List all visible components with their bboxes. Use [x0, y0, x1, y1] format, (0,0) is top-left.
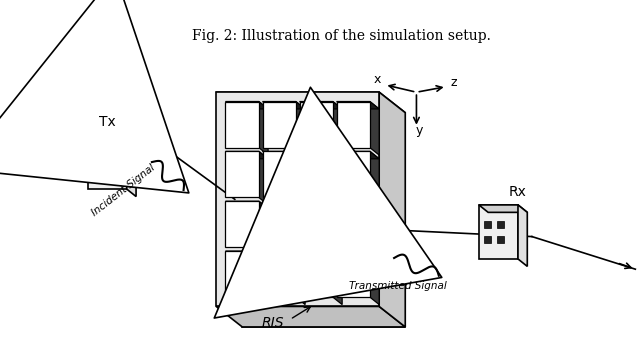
Polygon shape [300, 151, 333, 197]
Polygon shape [518, 205, 527, 266]
Polygon shape [216, 306, 405, 327]
Polygon shape [225, 102, 268, 109]
Polygon shape [262, 102, 305, 109]
Polygon shape [94, 166, 100, 173]
Polygon shape [337, 102, 379, 109]
Polygon shape [107, 166, 114, 173]
Polygon shape [225, 201, 259, 247]
Polygon shape [243, 113, 405, 327]
Polygon shape [88, 135, 136, 143]
Polygon shape [259, 251, 268, 305]
Polygon shape [370, 201, 379, 255]
Polygon shape [216, 92, 405, 113]
Polygon shape [216, 92, 379, 306]
Polygon shape [337, 151, 379, 159]
Polygon shape [370, 251, 379, 305]
Polygon shape [94, 151, 100, 158]
Text: RIS: RIS [262, 316, 284, 330]
Polygon shape [259, 102, 268, 155]
Polygon shape [300, 201, 333, 247]
Text: y: y [415, 124, 423, 137]
Polygon shape [262, 102, 296, 147]
Polygon shape [262, 251, 305, 259]
Text: x: x [374, 73, 381, 86]
Polygon shape [300, 102, 333, 147]
Polygon shape [337, 151, 370, 197]
Polygon shape [259, 151, 268, 205]
Polygon shape [479, 205, 518, 259]
Polygon shape [333, 251, 342, 305]
Polygon shape [225, 102, 259, 147]
Polygon shape [497, 221, 504, 228]
Polygon shape [333, 102, 342, 155]
Text: Incident Signal: Incident Signal [90, 162, 157, 218]
Polygon shape [333, 151, 342, 205]
Polygon shape [300, 251, 342, 259]
Polygon shape [337, 251, 379, 259]
Polygon shape [296, 251, 305, 305]
Polygon shape [296, 151, 305, 205]
Polygon shape [262, 151, 305, 159]
Polygon shape [262, 201, 296, 247]
Polygon shape [479, 205, 527, 212]
Polygon shape [337, 251, 370, 297]
Polygon shape [497, 236, 504, 243]
Polygon shape [300, 151, 342, 159]
Polygon shape [262, 201, 305, 209]
Polygon shape [337, 201, 379, 209]
Polygon shape [262, 251, 296, 297]
Polygon shape [333, 201, 342, 255]
Polygon shape [484, 236, 491, 243]
Polygon shape [88, 135, 127, 189]
Polygon shape [484, 221, 491, 228]
Polygon shape [370, 151, 379, 205]
Text: Fig. 2: Illustration of the simulation setup.: Fig. 2: Illustration of the simulation s… [193, 29, 492, 43]
Polygon shape [225, 201, 268, 209]
Polygon shape [127, 135, 136, 196]
Polygon shape [300, 102, 342, 109]
Polygon shape [107, 151, 114, 158]
Polygon shape [296, 201, 305, 255]
Polygon shape [225, 151, 268, 159]
Polygon shape [262, 151, 296, 197]
Text: Transmitted Signal: Transmitted Signal [349, 281, 447, 291]
Polygon shape [225, 251, 268, 259]
Polygon shape [379, 92, 405, 327]
Polygon shape [300, 201, 342, 209]
Text: z: z [451, 76, 457, 89]
Polygon shape [296, 102, 305, 155]
Polygon shape [225, 251, 259, 297]
Text: Rx: Rx [509, 185, 527, 199]
Polygon shape [337, 102, 370, 147]
Polygon shape [337, 201, 370, 247]
Polygon shape [225, 151, 259, 197]
Polygon shape [370, 102, 379, 155]
Polygon shape [300, 251, 333, 297]
Polygon shape [259, 201, 268, 255]
Text: Tx: Tx [99, 115, 116, 129]
